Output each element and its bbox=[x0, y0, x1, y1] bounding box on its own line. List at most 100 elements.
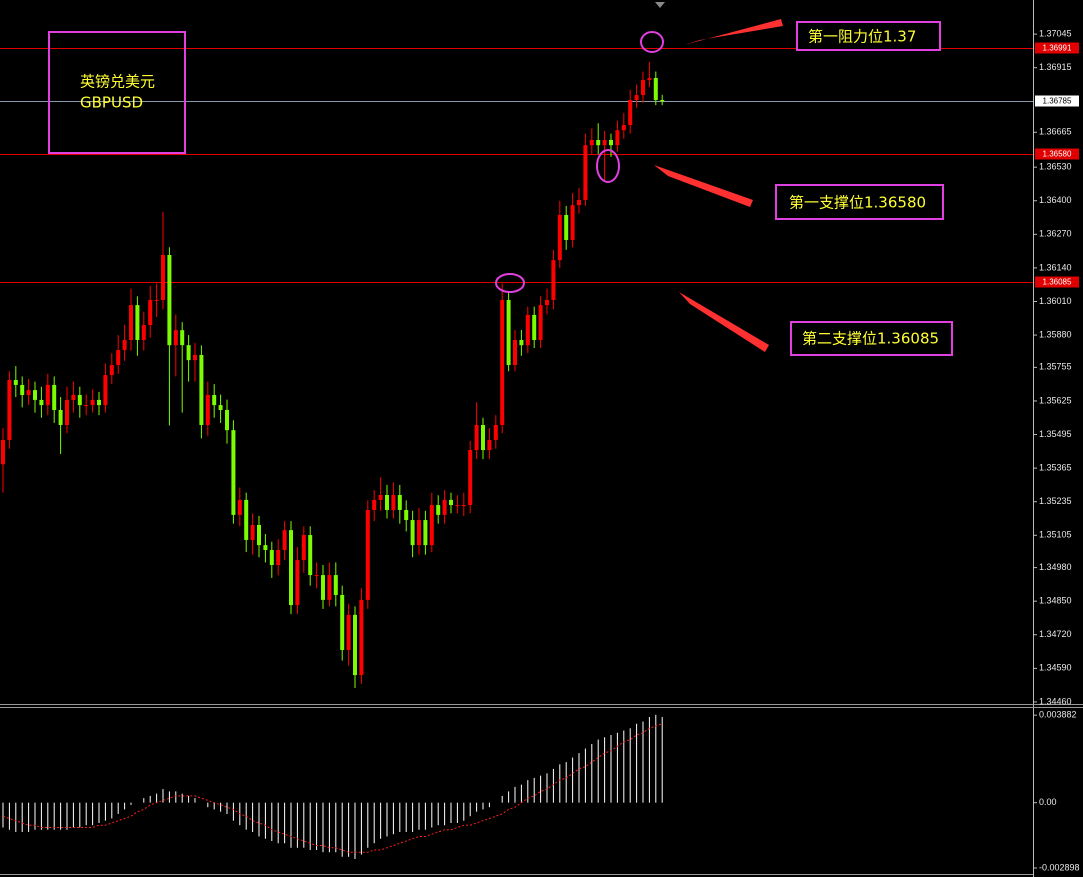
candle-body bbox=[564, 214, 569, 241]
candle-body bbox=[621, 125, 626, 131]
candle-body bbox=[461, 505, 466, 507]
candle-body bbox=[321, 575, 325, 600]
candle-body bbox=[455, 505, 460, 507]
candle-body bbox=[513, 339, 517, 366]
level-label-box bbox=[1035, 276, 1079, 288]
y-tick-label: 1.36140 bbox=[1039, 262, 1072, 272]
candle-body bbox=[52, 384, 57, 410]
candle-body bbox=[660, 99, 665, 102]
candle-body bbox=[205, 395, 210, 425]
candle-body bbox=[263, 545, 268, 551]
price-axis: 1.37045 1.36915 1.36665 1.36530 1.36400 1.362… bbox=[1033, 28, 1080, 872]
level-label-box bbox=[1035, 42, 1079, 54]
candle-body bbox=[308, 535, 313, 576]
candle-body bbox=[545, 299, 549, 306]
candle-body bbox=[653, 78, 658, 100]
level-label: 1.36085 bbox=[1043, 278, 1072, 287]
candle-body bbox=[378, 494, 383, 500]
candle-body bbox=[269, 550, 274, 566]
candle-body bbox=[39, 399, 44, 406]
candle-body bbox=[141, 325, 146, 340]
highlight-circle bbox=[640, 31, 664, 53]
y-tick-label: 1.35105 bbox=[1039, 530, 1072, 540]
candle-body bbox=[391, 494, 396, 510]
y-tick-label: 1.34590 bbox=[1039, 663, 1072, 673]
y-tick-label: 1.36010 bbox=[1039, 296, 1072, 306]
arrow bbox=[679, 292, 769, 352]
candle-body bbox=[276, 550, 281, 566]
y-tick-label: 1.34850 bbox=[1039, 596, 1072, 606]
candle-body bbox=[84, 405, 89, 407]
candle-body bbox=[77, 395, 82, 406]
level-label-box bbox=[1035, 148, 1079, 160]
candle-body bbox=[301, 535, 306, 561]
candle-body bbox=[583, 145, 588, 200]
candle-body bbox=[295, 560, 300, 606]
annotation-box bbox=[796, 21, 941, 51]
candle-body bbox=[250, 524, 255, 540]
candle-body bbox=[449, 499, 453, 506]
candle-body bbox=[109, 365, 114, 376]
candle-body bbox=[551, 260, 556, 300]
y-tick-label: 1.36665 bbox=[1039, 127, 1072, 137]
candle-body bbox=[154, 299, 159, 301]
candle-body bbox=[103, 375, 108, 406]
candle-body bbox=[641, 80, 645, 96]
candle-body bbox=[186, 345, 191, 361]
candle-body bbox=[225, 409, 229, 431]
candle-body bbox=[442, 499, 447, 515]
candle-body bbox=[212, 395, 217, 406]
candle-body bbox=[346, 614, 351, 651]
candle-body bbox=[65, 399, 69, 425]
candle-body bbox=[353, 614, 357, 676]
candle-body bbox=[481, 424, 485, 451]
y-tick-label: 1.37045 bbox=[1039, 28, 1072, 38]
y-tick-label: 1.35880 bbox=[1039, 329, 1072, 339]
candle-body bbox=[359, 599, 364, 676]
candle-body bbox=[289, 530, 293, 606]
candle-body bbox=[404, 509, 409, 521]
symbol-box bbox=[48, 31, 186, 154]
y-tick-label: 1.36270 bbox=[1039, 229, 1072, 239]
candle-body bbox=[557, 214, 562, 261]
candle-body bbox=[602, 140, 607, 146]
shift-marker bbox=[655, 2, 665, 8]
candle-body bbox=[167, 254, 172, 346]
candle-body bbox=[647, 78, 652, 81]
candle-body bbox=[7, 380, 12, 440]
y-tick-label: 1.35365 bbox=[1039, 463, 1072, 473]
plot-area bbox=[1, 62, 665, 688]
candle-body bbox=[257, 524, 261, 546]
y-tick-label: 1.35235 bbox=[1039, 496, 1072, 506]
candle-body bbox=[199, 354, 204, 425]
candle-body bbox=[129, 305, 133, 340]
candle-body bbox=[231, 430, 236, 515]
candle-body bbox=[365, 509, 370, 600]
candle-body bbox=[340, 594, 345, 651]
candle-body bbox=[525, 314, 530, 346]
current-price-label: 1.36785 bbox=[1043, 97, 1072, 106]
y-tick-label: 1.35625 bbox=[1039, 395, 1072, 405]
candle-body bbox=[436, 505, 441, 515]
candle-body bbox=[58, 409, 63, 425]
candle-body bbox=[468, 450, 473, 506]
candle-body bbox=[161, 254, 165, 300]
y-tick-label: 1.35495 bbox=[1039, 429, 1072, 439]
candle-body bbox=[487, 439, 492, 451]
candle-body bbox=[628, 99, 633, 126]
y-tick-label: 1.34720 bbox=[1039, 629, 1072, 639]
symbol-code: GBPUSD bbox=[80, 94, 143, 112]
candle-body bbox=[45, 384, 50, 406]
candle-body bbox=[13, 380, 18, 385]
candle-body bbox=[596, 140, 601, 146]
candle-body bbox=[244, 499, 249, 540]
macd-panel bbox=[2, 714, 663, 860]
candle-body bbox=[615, 130, 620, 146]
candle-body bbox=[417, 520, 421, 546]
candle-body bbox=[500, 299, 505, 425]
symbol-name: 英镑兑美元 bbox=[80, 73, 155, 91]
candle-body bbox=[532, 314, 537, 340]
candle-body bbox=[577, 199, 581, 206]
